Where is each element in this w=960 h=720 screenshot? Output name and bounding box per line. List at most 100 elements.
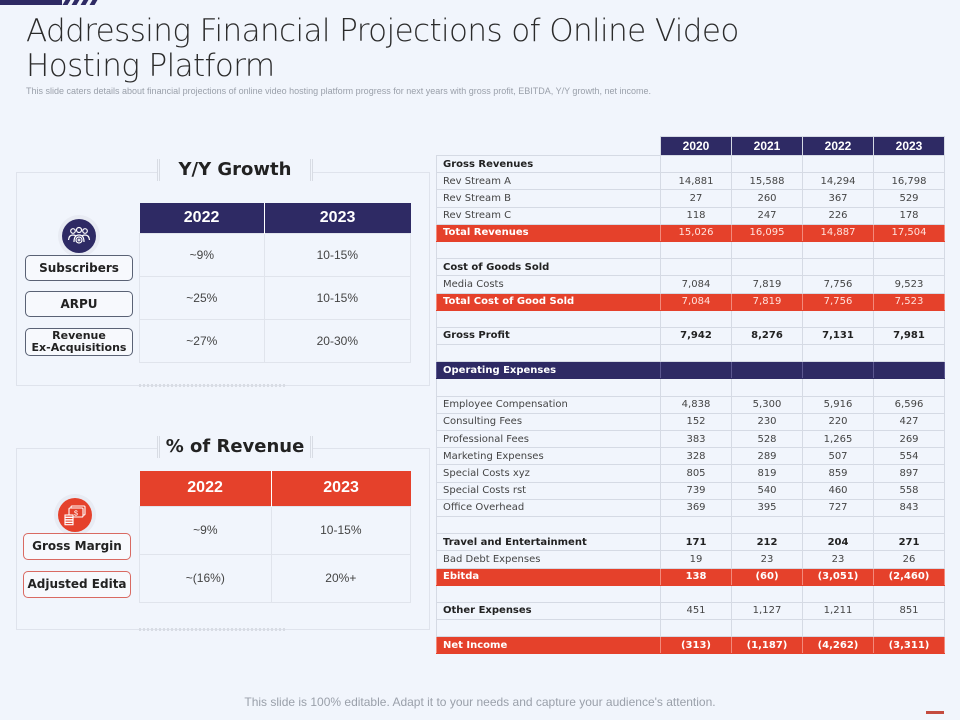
table-cell: 897 (873, 464, 945, 483)
table-cell (873, 344, 945, 363)
table-cell (873, 584, 945, 603)
table-cell (802, 584, 874, 603)
pct-revenue-table: 2022 2023 ~9% 10-15% ~(16%) 20%+ (139, 471, 412, 603)
table-row: Office Overhead 369 395 727 843 (436, 498, 945, 517)
row-label: Consulting Fees (436, 412, 661, 432)
table-cell (731, 378, 803, 397)
table-cell (660, 344, 732, 363)
table-cell: 554 (873, 447, 945, 466)
table-cell (873, 258, 945, 277)
table-cell: 369 (660, 498, 732, 517)
table-cell: 230 (731, 412, 803, 432)
table-cell: 843 (873, 498, 945, 517)
table-row: Gross Profit 7,942 8,276 7,131 7,981 (436, 326, 945, 346)
table-cell (802, 619, 874, 638)
table-cell: 10-15% (270, 505, 412, 555)
table-cell: (3,051) (802, 567, 874, 586)
yy-col-2022: 2022 (139, 203, 265, 233)
row-label: Cost of Goods Sold (436, 258, 661, 277)
revenue-ex-acquisitions-line1: Revenue (52, 329, 106, 342)
table-row: Travel and Entertainment 171 212 204 271 (436, 533, 945, 552)
table-cell: 7,523 (873, 292, 945, 311)
row-label (436, 344, 661, 363)
top-accent-stripes (62, 0, 104, 5)
money-stack-icon: $ (58, 498, 92, 532)
row-label: Media Costs (436, 275, 661, 294)
rev-col-2022: 2022 (139, 471, 272, 506)
row-label: Professional Fees (436, 429, 661, 449)
table-cell: 271 (873, 533, 945, 552)
table-cell: 152 (660, 412, 732, 432)
table-cell: 14,881 (660, 172, 732, 191)
table-row: Net Income (313) (1,187) (4,262) (3,311) (436, 636, 945, 655)
table-row (436, 378, 945, 397)
row-label: Employee Compensation (436, 395, 661, 414)
subscribers-label: Subscribers (25, 255, 133, 281)
table-cell: 15,026 (660, 223, 732, 242)
table-cell (802, 258, 874, 277)
yy-growth-table: 2022 2023 ~9% 10-15% ~25% 10-15% ~27% 20… (139, 203, 412, 363)
row-label (436, 619, 661, 638)
table-cell: 427 (873, 412, 945, 432)
table-cell (802, 344, 874, 363)
table-row: Rev Stream B 27 260 367 529 (436, 189, 945, 208)
col-2021: 2021 (731, 136, 803, 156)
table-cell: 220 (802, 412, 874, 432)
table-row: ~(16%) 20%+ (139, 553, 412, 603)
table-cell (660, 154, 732, 174)
table-cell (660, 378, 732, 397)
table-cell: 20%+ (270, 553, 412, 603)
table-cell: (313) (660, 636, 732, 655)
gross-margin-label: Gross Margin (23, 533, 131, 560)
table-cell (660, 240, 732, 260)
col-2020: 2020 (660, 136, 732, 156)
table-cell (731, 258, 803, 277)
table-cell: 118 (660, 206, 732, 225)
table-cell: 9,523 (873, 275, 945, 294)
yy-growth-heading: Y/Y Growth (157, 159, 313, 181)
table-row (436, 344, 945, 363)
table-cell: 23 (802, 550, 874, 569)
table-cell: 8,276 (731, 326, 803, 346)
row-label (436, 378, 661, 397)
table-cell: ~27% (139, 318, 265, 363)
table-cell: 7,131 (802, 326, 874, 346)
table-cell (802, 309, 874, 328)
row-label: Bad Debt Expenses (436, 550, 661, 569)
table-cell: 558 (873, 481, 945, 500)
table-cell: 19 (660, 550, 732, 569)
table-row: Special Costs rst 739 540 460 558 (436, 481, 945, 500)
row-label: Ebitda (436, 567, 661, 586)
table-cell: 851 (873, 601, 945, 621)
table-cell: 5,300 (731, 395, 803, 414)
table-row: Operating Expenses (436, 361, 945, 380)
table-cell (873, 154, 945, 174)
table-row: Media Costs 7,084 7,819 7,756 9,523 (436, 275, 945, 294)
table-row (436, 240, 945, 260)
row-label: Other Expenses (436, 601, 661, 621)
table-cell: 7,819 (731, 292, 803, 311)
table-row: Special Costs xyz 805 819 859 897 (436, 464, 945, 483)
page-title: Addressing Financial Projections of Onli… (26, 13, 739, 84)
table-cell (660, 309, 732, 328)
table-cell (660, 515, 732, 535)
col-2022: 2022 (802, 136, 874, 156)
table-row: Gross Revenues (436, 154, 945, 174)
table-cell (660, 619, 732, 638)
row-label: Total Revenues (436, 223, 661, 242)
table-cell: 7,942 (660, 326, 732, 346)
table-cell: 383 (660, 429, 732, 449)
row-label (436, 584, 661, 603)
table-row: Rev Stream A 14,881 15,588 14,294 16,798 (436, 172, 945, 191)
table-cell: 367 (802, 189, 874, 208)
table-cell: 819 (731, 464, 803, 483)
table-row: Total Revenues 15,026 16,095 14,887 17,504 (436, 223, 945, 242)
table-cell (873, 240, 945, 260)
top-accent-bar (0, 0, 62, 5)
table-cell: 727 (802, 498, 874, 517)
table-cell: 529 (873, 189, 945, 208)
table-cell (731, 309, 803, 328)
row-label: Office Overhead (436, 498, 661, 517)
table-cell (802, 378, 874, 397)
svg-text:$: $ (74, 511, 78, 518)
